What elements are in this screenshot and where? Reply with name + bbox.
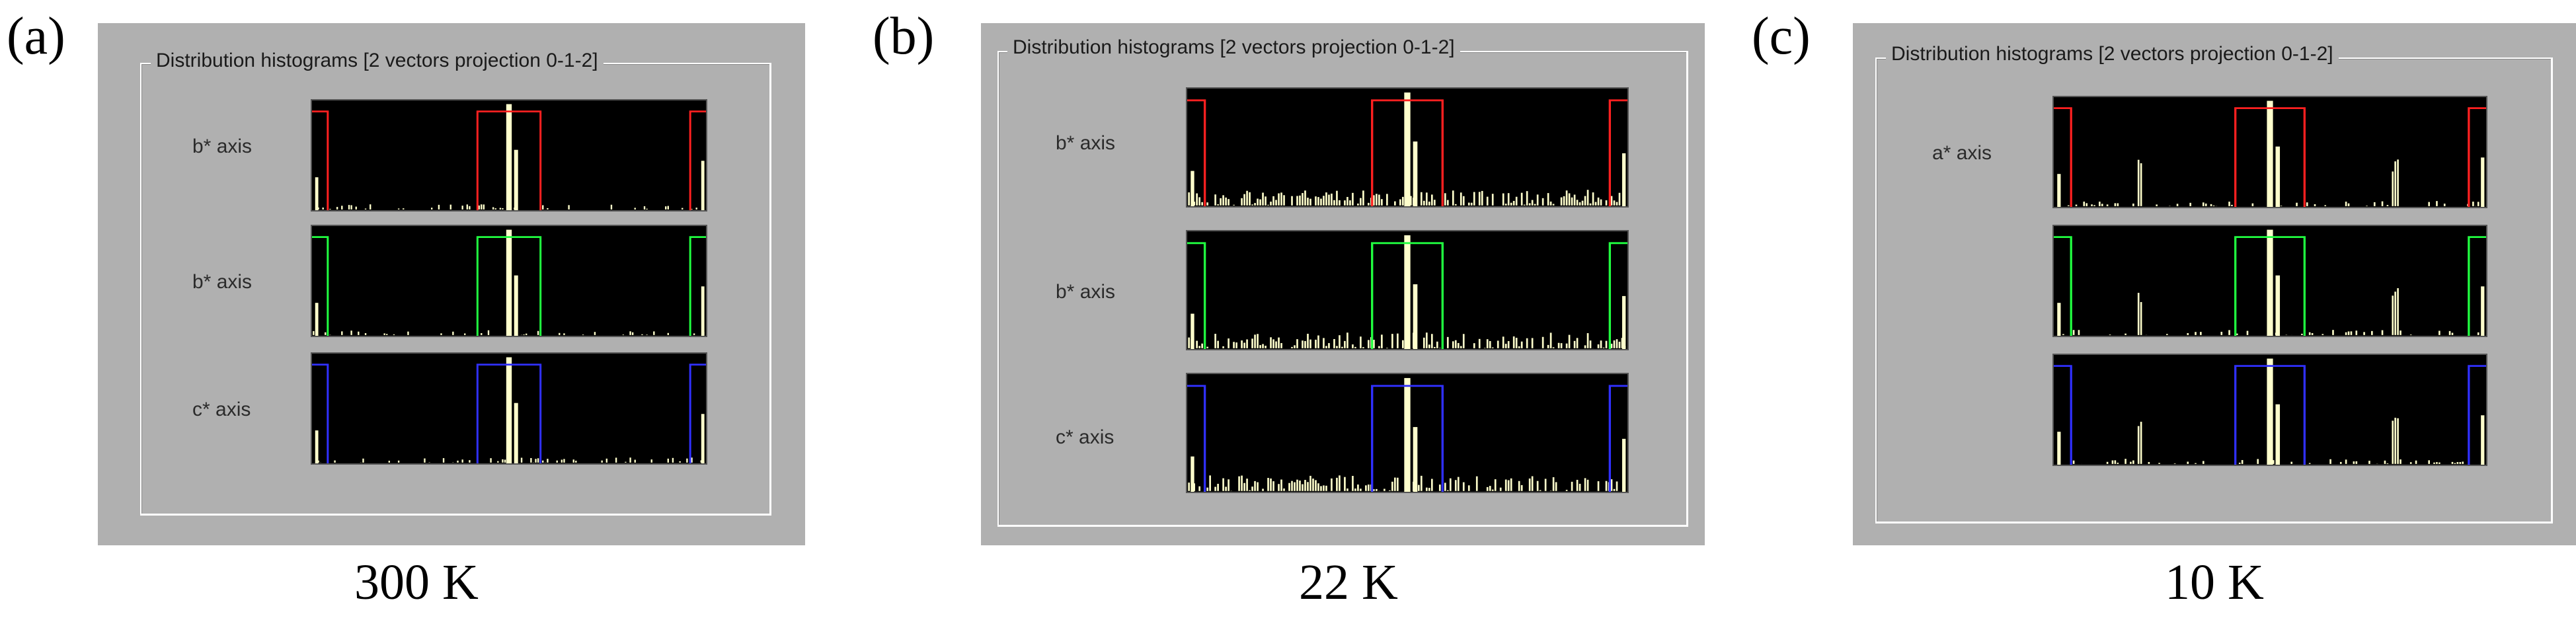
histogram-b-3	[1186, 373, 1629, 493]
caption-c: 10 K	[2165, 555, 2264, 610]
screenshot-b: Distribution histograms [2 vectors proje…	[981, 23, 1705, 545]
histogram-plot	[312, 357, 706, 463]
histogram-plot	[1187, 235, 1627, 349]
axis-label-b-2: b* axis	[1056, 281, 1116, 303]
histogram-plot	[312, 229, 706, 336]
panel-letter-c: (c)	[1752, 7, 1811, 65]
group-title-b: Distribution histograms [2 vectors proje…	[1007, 36, 1460, 59]
group-title-c: Distribution histograms [2 vectors proje…	[1886, 43, 2339, 65]
group-title-a: Distribution histograms [2 vectors proje…	[151, 50, 604, 72]
screenshot-c: Distribution histograms [2 vectors proje…	[1853, 23, 2576, 545]
histogram-plot	[1187, 92, 1627, 206]
histogram-c-3	[2052, 354, 2487, 466]
caption-a: 300 K	[354, 555, 479, 610]
axis-label-a-2: b* axis	[192, 271, 253, 293]
histogram-a-1	[311, 99, 707, 212]
axis-label-a-1: b* axis	[192, 136, 253, 157]
histogram-plot	[2054, 100, 2486, 207]
histogram-a-3	[311, 352, 707, 465]
histogram-c-1	[2052, 96, 2487, 208]
histogram-plot	[2054, 229, 2486, 336]
axis-label-b-3: c* axis	[1056, 426, 1114, 448]
axis-label-a-3: c* axis	[192, 399, 251, 420]
axis-label-c-1: a* axis	[1932, 142, 1992, 164]
histogram-plot	[2054, 358, 2486, 465]
axis-label-b-1: b* axis	[1056, 132, 1116, 154]
histogram-a-2	[311, 225, 707, 337]
screenshot-a: Distribution histograms [2 vectors proje…	[98, 23, 805, 545]
histogram-plot	[312, 104, 706, 210]
histogram-plot	[1187, 377, 1627, 492]
panel-letter-a: (a)	[7, 7, 65, 65]
panel-letter-b: (b)	[873, 7, 935, 65]
histogram-c-2	[2052, 225, 2487, 337]
histogram-b-1	[1186, 87, 1629, 208]
caption-b: 22 K	[1299, 555, 1398, 610]
histogram-b-2	[1186, 230, 1629, 350]
